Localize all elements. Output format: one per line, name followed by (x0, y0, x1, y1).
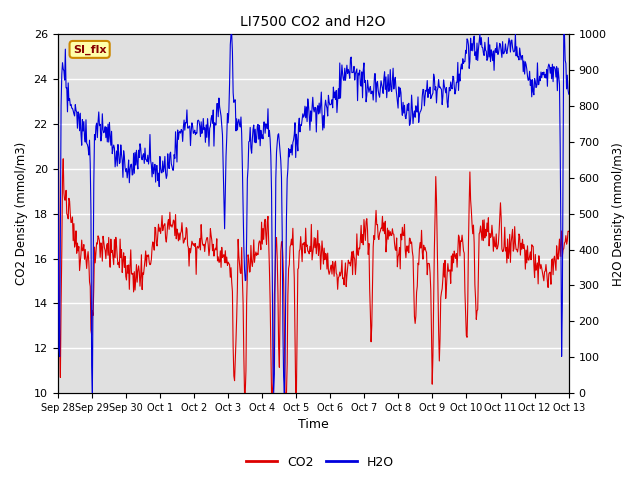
Title: LI7500 CO2 and H2O: LI7500 CO2 and H2O (241, 15, 386, 29)
Legend: CO2, H2O: CO2, H2O (241, 451, 399, 474)
Y-axis label: CO2 Density (mmol/m3): CO2 Density (mmol/m3) (15, 142, 28, 285)
X-axis label: Time: Time (298, 419, 328, 432)
Text: SI_flx: SI_flx (73, 44, 106, 55)
Y-axis label: H2O Density (mmol/m3): H2O Density (mmol/m3) (612, 142, 625, 286)
